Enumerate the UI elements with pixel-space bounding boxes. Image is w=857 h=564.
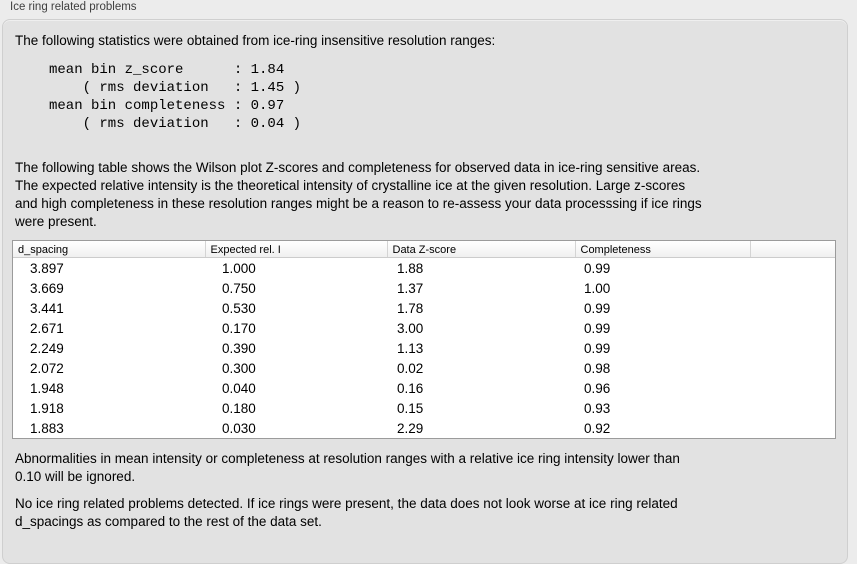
table-cell: 1.88	[397, 260, 424, 276]
table-cell: 0.98	[584, 360, 611, 376]
table-cell: 0.02	[397, 360, 424, 376]
table-description: The following table shows the Wilson plo…	[15, 160, 702, 229]
table-row[interactable]: 3.441 0.530 1.78 0.99	[13, 298, 835, 318]
table-cell: 3.897	[30, 260, 64, 276]
table-cell: 1.37	[397, 280, 424, 296]
ice-ring-panel: The following statistics were obtained f…	[2, 19, 848, 564]
table-cell	[750, 338, 835, 358]
table-cell: 1.78	[397, 300, 424, 316]
ice-ring-table[interactable]: d_spacing Expected rel. I Data Z-score Comp…	[12, 240, 836, 439]
table-cell: 0.750	[222, 280, 256, 296]
column-header-d-spacing[interactable]: d_spacing	[13, 241, 205, 258]
table-cell: 0.180	[222, 400, 256, 416]
table-cell: 1.883	[30, 420, 64, 436]
panel-title: Ice ring related problems	[10, 1, 137, 13]
table-cell: 0.15	[397, 400, 424, 416]
column-header-completeness[interactable]: Completeness	[574, 241, 750, 258]
table-cell: 1.00	[584, 280, 611, 296]
table-cell: 0.99	[584, 320, 611, 336]
column-header-data-z-score[interactable]: Data Z-score	[386, 241, 575, 258]
ignore-note: Abnormalities in mean intensity or compl…	[15, 451, 680, 484]
table-row[interactable]: 2.671 0.170 3.00 0.99	[13, 318, 835, 338]
table-row[interactable]: 1.883 0.030 2.29 0.92	[13, 418, 835, 438]
table-cell: 0.300	[222, 360, 256, 376]
stats-block: mean bin z_score : 1.84 ( rms deviation …	[49, 62, 302, 132]
table-cell: 0.93	[584, 400, 611, 416]
table-cell: 1.000	[222, 260, 256, 276]
table-cell: 2.671	[30, 320, 64, 336]
table-cell: 1.948	[30, 380, 64, 396]
table-cell	[750, 358, 835, 378]
table-cell: 0.96	[584, 380, 611, 396]
table-cell: 0.040	[222, 380, 256, 396]
table-row[interactable]: 1.918 0.180 0.15 0.93	[13, 398, 835, 418]
table-cell: 0.16	[397, 380, 424, 396]
table-cell: 3.669	[30, 280, 64, 296]
table-cell	[750, 278, 835, 298]
table-row[interactable]: 1.948 0.040 0.16 0.96	[13, 378, 835, 398]
table-cell: 3.00	[397, 320, 424, 336]
table-cell: 2.249	[30, 340, 64, 356]
table-cell: 0.170	[222, 320, 256, 336]
table-cell: 0.92	[584, 420, 611, 436]
column-header-blank[interactable]	[749, 241, 835, 258]
table-cell: 1.13	[397, 340, 424, 356]
table-cell: 1.918	[30, 400, 64, 416]
table-cell	[750, 258, 835, 279]
table-row[interactable]: 3.897 1.000 1.88 0.99	[13, 258, 835, 279]
table-header-row: d_spacing Expected rel. I Data Z-score Comp…	[13, 241, 835, 258]
column-header-expected-rel-i[interactable]: Expected rel. I	[204, 241, 387, 258]
table-row[interactable]: 3.669 0.750 1.37 1.00	[13, 278, 835, 298]
table-cell: 2.072	[30, 360, 64, 376]
table-cell	[750, 298, 835, 318]
table-cell: 0.390	[222, 340, 256, 356]
table-cell: 2.29	[397, 420, 424, 436]
table-cell	[750, 418, 835, 438]
table-row[interactable]: 2.072 0.300 0.02 0.98	[13, 358, 835, 378]
table-cell	[750, 398, 835, 418]
table-row[interactable]: 2.249 0.390 1.13 0.99	[13, 338, 835, 358]
table-cell: 0.99	[584, 340, 611, 356]
table-cell	[750, 318, 835, 338]
table-cell: 0.99	[584, 260, 611, 276]
intro-text: The following statistics were obtained f…	[15, 33, 496, 48]
table-cell	[750, 378, 835, 398]
table-cell: 0.030	[222, 420, 256, 436]
table-cell: 3.441	[30, 300, 64, 316]
conclusion-text: No ice ring related problems detected. I…	[15, 496, 678, 529]
table-cell: 0.530	[222, 300, 256, 316]
ice-ring-table-grid: d_spacing Expected rel. I Data Z-score Comp…	[13, 241, 835, 438]
table-cell: 0.99	[584, 300, 611, 316]
